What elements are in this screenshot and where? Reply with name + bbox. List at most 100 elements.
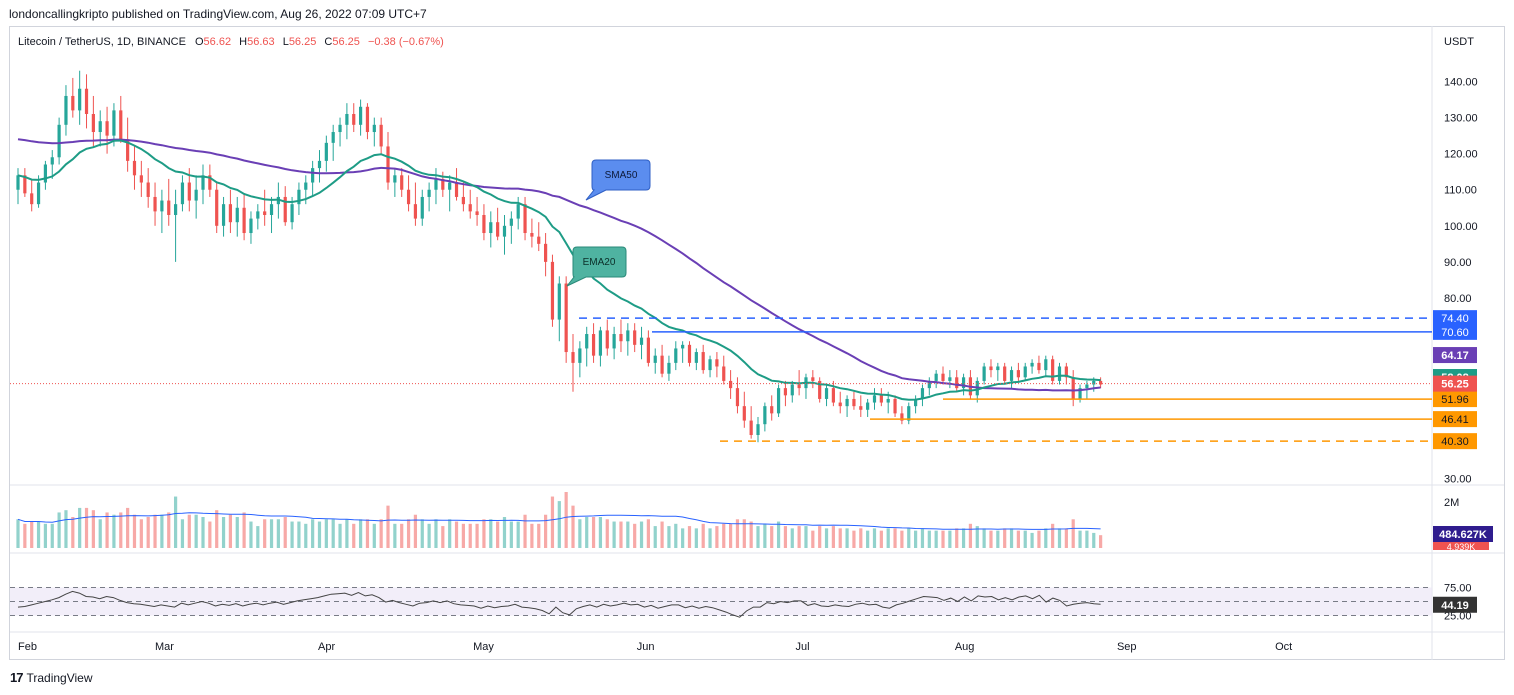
candle-body (571, 352, 575, 363)
candle-body (1078, 388, 1082, 399)
volume-bar (626, 521, 630, 548)
price-tick-label: 110.00 (1444, 185, 1477, 197)
candle-body (153, 196, 157, 212)
candle-body (907, 406, 911, 421)
candle-body (783, 388, 788, 396)
volume-bar (1099, 535, 1103, 548)
candle-body (317, 160, 322, 169)
time-tick-label: Sep (1117, 641, 1137, 653)
rsi-badge (1433, 596, 1477, 613)
volume-bar (564, 492, 568, 548)
volume-bar (331, 519, 335, 548)
volume-bar (36, 521, 41, 548)
ema20-line (17, 139, 1101, 401)
candle-body (386, 146, 390, 183)
candle-body (866, 402, 870, 410)
volume-bar (660, 521, 664, 548)
volume-bar (544, 514, 548, 548)
candle-body (43, 164, 48, 183)
volume-bar (639, 521, 644, 548)
candle-body (591, 334, 596, 356)
volume-bar (496, 521, 500, 548)
candle-body (502, 225, 507, 237)
candle-body (461, 196, 465, 205)
candle-body (126, 139, 130, 161)
volume-bar (304, 523, 308, 548)
currency-label: USDT (1444, 36, 1474, 48)
time-tick-label: Apr (318, 641, 335, 653)
candle-body (448, 182, 452, 190)
tradingview-logo-icon: 17 (10, 670, 24, 685)
volume-bar (598, 517, 603, 548)
candle-body (578, 348, 582, 363)
volume-bar (633, 523, 637, 548)
candle-body (653, 355, 657, 363)
volume-bar (263, 519, 267, 548)
volume-bar (961, 528, 966, 548)
tradingview-brand: 17 TradingView (10, 670, 93, 685)
price-tick-label: 140.00 (1444, 77, 1478, 89)
candle-body (763, 406, 767, 425)
candle-body (256, 211, 260, 219)
volume-bar (242, 512, 246, 548)
price-tick-label: 30.00 (1444, 473, 1472, 485)
candle-body (1057, 366, 1062, 381)
volume-bar (43, 523, 48, 548)
ema20-callout-label: EMA20 (583, 257, 616, 268)
volume-bar (530, 523, 534, 548)
volume-bar (1085, 530, 1089, 548)
price-tick-label: 100.00 (1444, 221, 1478, 233)
legend-close: 56.25 (332, 36, 360, 48)
price-badge-56.25 (1433, 375, 1477, 392)
candle-body (790, 384, 794, 396)
volume-bar (667, 526, 671, 548)
volume-bar (475, 523, 479, 548)
candle-body (523, 204, 527, 234)
volume-bar (681, 528, 685, 548)
volume-bar (578, 519, 582, 548)
rsi-badge-text: 44.19 (1441, 600, 1469, 612)
price-pane (10, 70, 1432, 443)
grid-lines (10, 26, 1504, 660)
volume-bar (1057, 528, 1062, 548)
candle-body (681, 344, 685, 349)
candle-body (598, 330, 603, 356)
volume-bar (71, 517, 75, 548)
candle-body (516, 204, 520, 219)
candle-body (824, 388, 829, 399)
price-tick-label: 130.00 (1444, 113, 1478, 125)
candle-body (78, 88, 82, 111)
volume-bar (948, 530, 952, 548)
candle-body (818, 380, 822, 399)
volume-bar (132, 514, 137, 548)
candle-body (605, 330, 609, 349)
volume-bar (968, 523, 973, 548)
candle-body (927, 380, 931, 389)
volume-ma-line (17, 512, 1101, 530)
price-badge-text: 64.17 (1441, 350, 1469, 362)
volume-bar (146, 517, 150, 548)
volume-badge2-text: 4.939K (1447, 542, 1476, 552)
candle-body (489, 222, 493, 234)
candle-body (160, 200, 164, 212)
volume-bar (516, 521, 520, 548)
candle-body (208, 175, 212, 190)
candle-body (735, 388, 740, 407)
sma50-line (17, 138, 1101, 392)
volume-bar (824, 528, 829, 548)
volume-bar (228, 514, 233, 548)
candle-body (722, 366, 726, 381)
candle-body (119, 110, 123, 140)
volume-bar (674, 523, 678, 548)
level-badge-text: 74.40 (1441, 313, 1469, 325)
legend-c-label: C (324, 36, 332, 48)
volume-bar (84, 507, 89, 548)
brand-label: TradingView (26, 670, 93, 685)
candle-body (509, 218, 513, 226)
volume-bar (523, 514, 527, 548)
candle-body (660, 355, 664, 374)
candle-body (941, 373, 945, 381)
volume-bar (345, 519, 349, 548)
candle-body (269, 204, 274, 215)
